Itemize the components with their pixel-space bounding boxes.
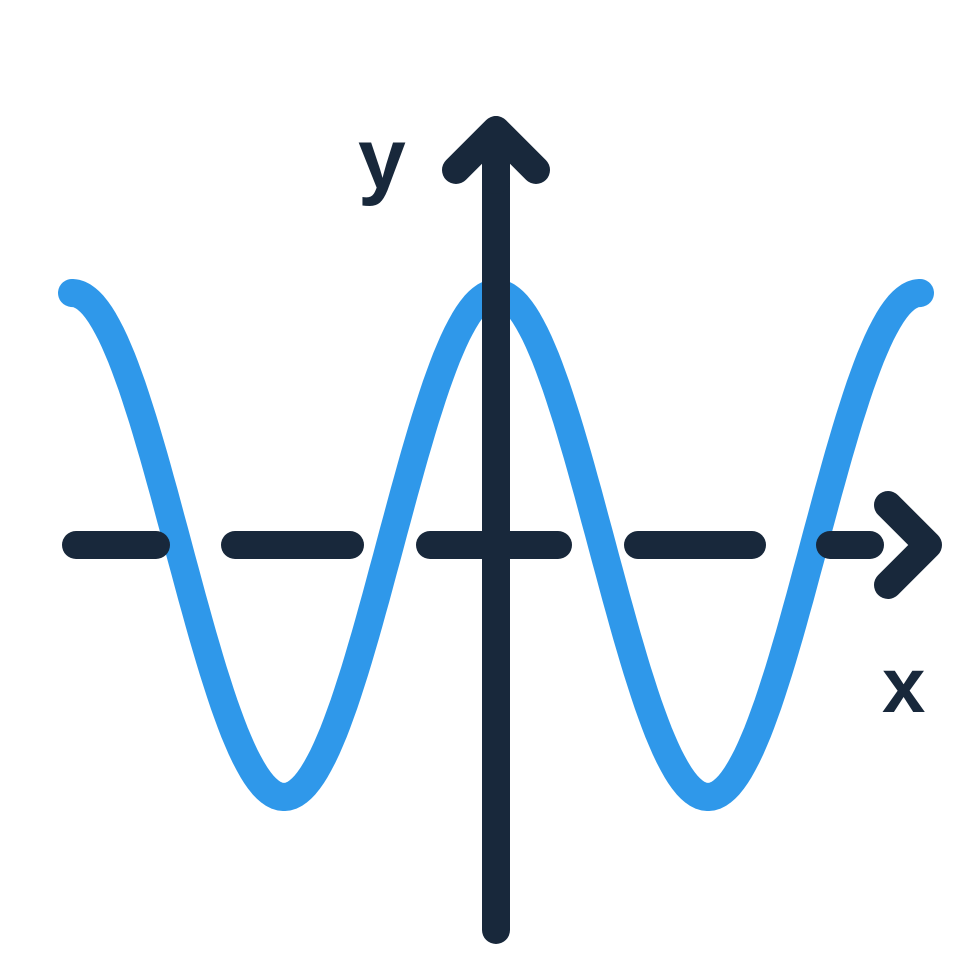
y-axis-label: y xyxy=(358,110,408,209)
x-axis-arrow-icon xyxy=(888,505,928,585)
y-axis-arrow-icon xyxy=(456,130,536,180)
graph-svg xyxy=(0,0,980,980)
sine-graph-icon: y x xyxy=(0,0,980,980)
x-axis-label: x xyxy=(882,640,927,731)
